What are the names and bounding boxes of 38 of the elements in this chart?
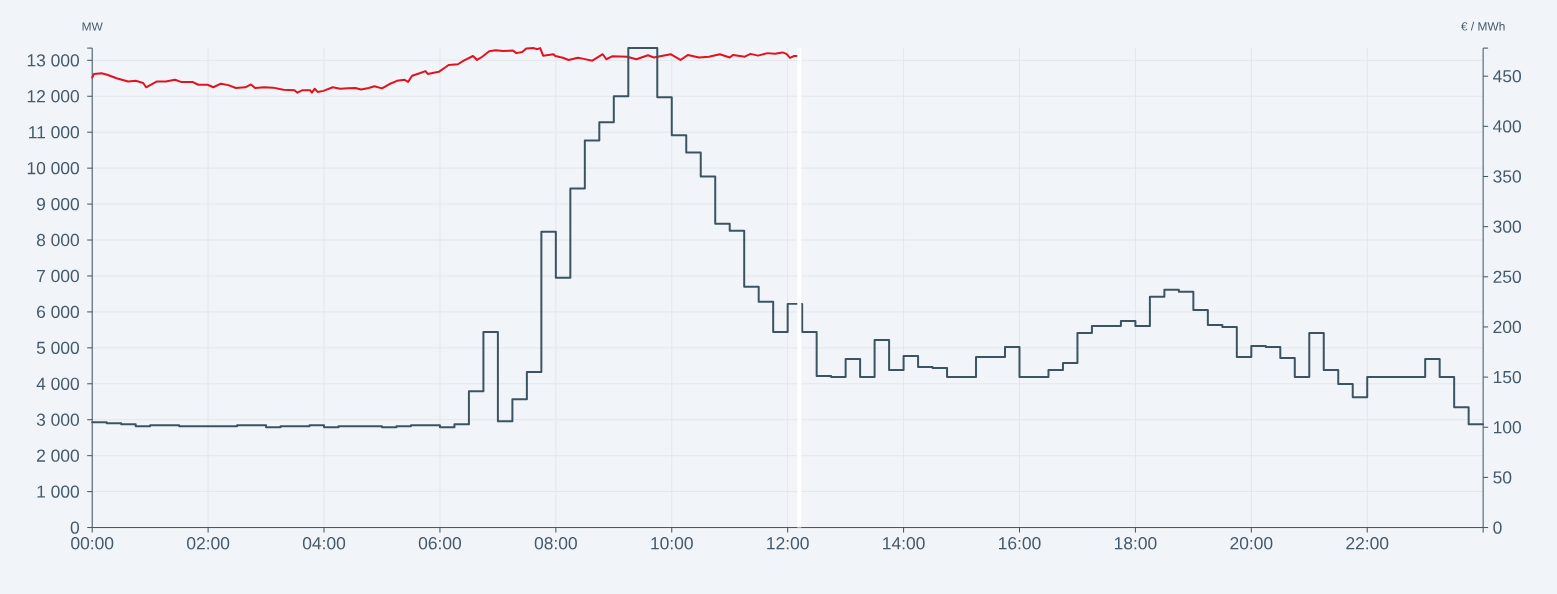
y-tick-label: 9 000	[36, 197, 80, 211]
y-tick-label: 3 000	[36, 413, 80, 426]
y2-tick-label: 50	[1493, 471, 1512, 484]
x-tick-label: 02:00	[187, 537, 230, 550]
y2-tick-label: 400	[1493, 120, 1521, 133]
x-tick-label: 08:00	[534, 537, 577, 550]
y2-tick-label: 200	[1493, 320, 1521, 334]
y2-tick-label: 350	[1493, 170, 1521, 183]
y2-axis-title: € / MWh	[1461, 21, 1505, 31]
y2-tick-label: 250	[1493, 270, 1521, 283]
x-tick-label: 00:00	[71, 537, 114, 550]
x-tick-label: 04:00	[302, 537, 346, 550]
y2-tick-label: 450	[1493, 70, 1521, 83]
y-tick-label: 12 000	[27, 90, 80, 103]
x-tick-label: 10:00	[651, 537, 693, 550]
y-tick-label: 2 000	[37, 449, 80, 462]
x-tick-label: 22:00	[1346, 537, 1389, 550]
y-tick-label: 1 000	[37, 485, 80, 498]
y-tick-label: 8 000	[36, 233, 80, 247]
x-tick-label: 18:00	[1114, 537, 1157, 550]
y-axis-title: MW	[82, 22, 103, 31]
y-tick-label: 6 000	[37, 305, 80, 319]
y-tick-label: 7 000	[37, 269, 80, 283]
y-tick-label: 10 000	[27, 162, 80, 175]
x-tick-label: 20:00	[1230, 537, 1273, 550]
y2-tick-label: 100	[1493, 421, 1521, 434]
y2-tick-label: 300	[1493, 220, 1521, 233]
y2-tick-label: 150	[1493, 370, 1521, 384]
x-tick-label: 12:00	[767, 537, 809, 550]
y-tick-label: 0	[70, 521, 80, 534]
y-tick-label: 11 000	[29, 126, 80, 139]
y-tick-label: 13 000	[27, 54, 80, 67]
x-tick-label: 06:00	[418, 537, 462, 550]
y-tick-label: 4 000	[36, 377, 80, 390]
x-tick-label: 16:00	[999, 537, 1041, 550]
y-tick-label: 5 000	[36, 341, 80, 355]
y2-tick-label: 0	[1493, 521, 1502, 534]
x-tick-label: 14:00	[883, 537, 925, 550]
